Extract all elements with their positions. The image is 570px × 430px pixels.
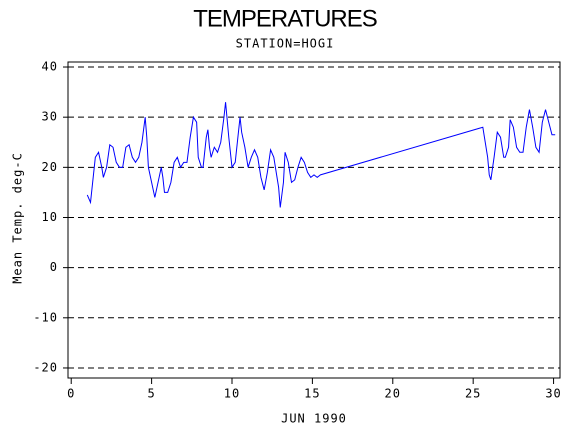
chart-title: TEMPERATURES bbox=[193, 5, 377, 32]
x-tick-label: 5 bbox=[147, 387, 155, 401]
y-tick-label: 0 bbox=[50, 260, 58, 274]
y-tick-label: 20 bbox=[42, 160, 58, 174]
y-tick-label: -20 bbox=[33, 360, 58, 374]
x-axis-label: JUN 1990 bbox=[281, 412, 347, 426]
y-axis-label: Mean Temp. deg-C bbox=[11, 152, 25, 284]
x-tick-label: 15 bbox=[304, 387, 320, 401]
y-tick-label: -10 bbox=[33, 310, 58, 324]
plot-frame bbox=[67, 61, 561, 379]
y-tick-label: 10 bbox=[42, 210, 58, 224]
x-tick-label: 30 bbox=[545, 387, 561, 401]
x-tick-label: 0 bbox=[67, 387, 75, 401]
y-tick-label: 30 bbox=[42, 110, 58, 124]
x-tick-label: 20 bbox=[385, 387, 401, 401]
data-line bbox=[86, 102, 556, 208]
x-tick-label: 25 bbox=[465, 387, 481, 401]
y-tick-label: 40 bbox=[42, 60, 58, 74]
x-tick-label: 10 bbox=[224, 387, 240, 401]
chart-subtitle: STATION=HOGI bbox=[236, 37, 335, 51]
